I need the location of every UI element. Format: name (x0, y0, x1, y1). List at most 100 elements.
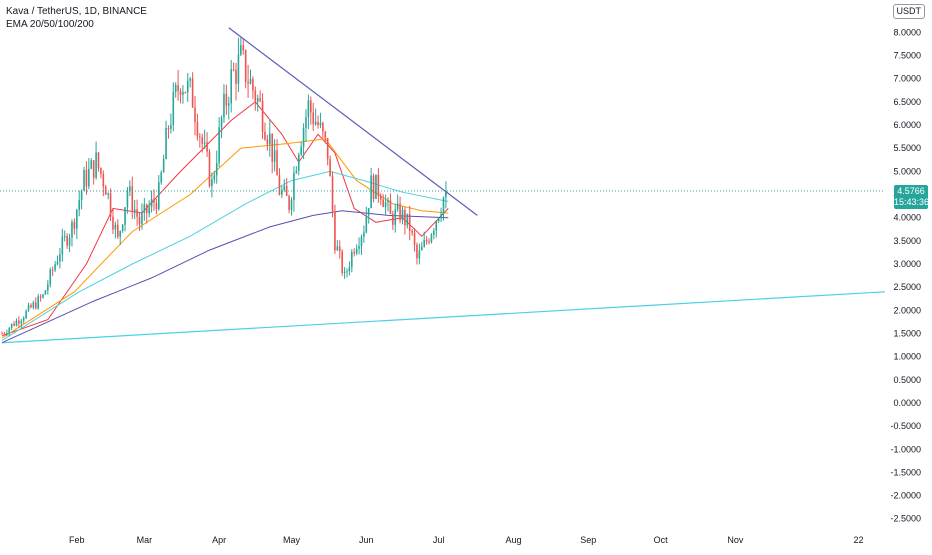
candle-body (379, 195, 382, 200)
candle-body (387, 200, 389, 203)
candle-body (10, 323, 13, 329)
candle-body (158, 182, 160, 210)
candle-body (133, 209, 136, 212)
candle-body (170, 124, 172, 129)
candle-body (225, 93, 228, 106)
candle-body (406, 213, 409, 226)
chart-legend: Kava / TetherUS, 1D, BINANCE EMA 20/50/1… (6, 5, 147, 31)
candle-body (186, 80, 189, 93)
candle-body (97, 152, 100, 169)
y-tick-label: 1.5000 (893, 328, 921, 338)
candle-body (425, 240, 428, 242)
candle-body (63, 236, 66, 238)
x-tick-label: Nov (727, 535, 744, 545)
x-axis[interactable]: Feb Mar Apr May Jun Jul Aug Sep Oct Nov 22 (69, 535, 863, 545)
candle-body (39, 296, 42, 298)
y-tick-label: 2.0000 (893, 305, 921, 315)
symbol-title[interactable]: Kava / TetherUS, 1D, BINANCE (6, 6, 147, 17)
candle-body (160, 172, 163, 183)
candle-body (54, 264, 56, 271)
candle-body (252, 78, 254, 91)
ema-indicator-label[interactable]: EMA 20/50/100/200 (6, 19, 94, 30)
candle-body (80, 190, 83, 201)
candle-body (293, 172, 295, 201)
ema100-line (1, 170, 449, 341)
candle-body (184, 92, 187, 94)
candle-body (90, 160, 93, 169)
candle-body (220, 117, 223, 128)
candle-body (138, 216, 141, 225)
x-tick-label: Aug (505, 535, 521, 545)
resistance-trendline[interactable] (228, 27, 478, 216)
candle-body (396, 203, 399, 210)
candle-body (227, 103, 230, 106)
candle-body (232, 69, 235, 71)
candle-body (322, 122, 324, 132)
x-tick-label: May (283, 535, 301, 545)
candle-body (136, 209, 138, 217)
candle-body (25, 310, 27, 319)
candle-body (437, 218, 440, 222)
candle-body (13, 323, 15, 326)
candle-body (88, 168, 90, 187)
candle-body (413, 232, 416, 245)
y-tick-label: -1.5000 (890, 467, 921, 477)
candle-body (20, 320, 23, 324)
candle-body (47, 284, 49, 291)
candle-body (117, 224, 119, 237)
ema50-line (1, 138, 449, 339)
candle-body (165, 128, 167, 159)
candle-body (235, 69, 237, 84)
resistance-trendline-layer (228, 27, 478, 216)
x-tick-label: Feb (69, 535, 85, 545)
candle-body (302, 127, 305, 147)
y-axis-background (885, 0, 932, 550)
candle-body (213, 175, 216, 180)
currency-badge[interactable]: USDT (892, 4, 925, 19)
candle-body (430, 234, 433, 243)
y-tick-label: 5.0000 (893, 166, 921, 176)
candle-body (191, 78, 194, 108)
candle-body (440, 213, 442, 219)
support-trendline[interactable] (1, 291, 886, 344)
candle-body (6, 333, 8, 335)
y-tick-label: 6.5000 (893, 97, 921, 107)
candle-body (194, 107, 196, 122)
y-tick-label: 5.5000 (893, 143, 921, 153)
candle-body (297, 154, 300, 171)
candle-body (254, 90, 257, 103)
candle-body (42, 294, 44, 298)
candle-body (370, 175, 372, 209)
candle-body (102, 174, 105, 187)
candle-body (367, 208, 370, 216)
y-tick-label: 3.0000 (893, 259, 921, 269)
candle-body (119, 231, 122, 237)
candle-body (107, 193, 109, 195)
candle-body (51, 269, 54, 271)
candle-body (420, 246, 423, 251)
candle-body (261, 100, 264, 132)
candle-body (199, 136, 201, 138)
candle-body (249, 78, 252, 84)
candle-body (305, 117, 307, 128)
candle-body (377, 174, 380, 196)
candle-body (78, 200, 81, 210)
y-axis[interactable]: -2.5000 -2.0000 -1.5000 -1.0000 -0.5000 0.000… (885, 0, 932, 550)
candle-body (30, 304, 32, 308)
x-tick-label: Apr (212, 535, 226, 545)
candle-body (32, 302, 35, 308)
candle-body (428, 241, 430, 243)
candle-body (285, 185, 288, 196)
candle-body (34, 302, 37, 309)
candle-body (375, 174, 377, 199)
candle-body (49, 269, 52, 285)
candle-body (131, 186, 134, 212)
candle-body (112, 216, 114, 230)
candle-body (3, 333, 6, 335)
candle-body (242, 45, 245, 51)
candle-body (404, 209, 406, 226)
candle-body (1, 333, 3, 335)
last-price-value: 4.5766 (897, 185, 925, 196)
